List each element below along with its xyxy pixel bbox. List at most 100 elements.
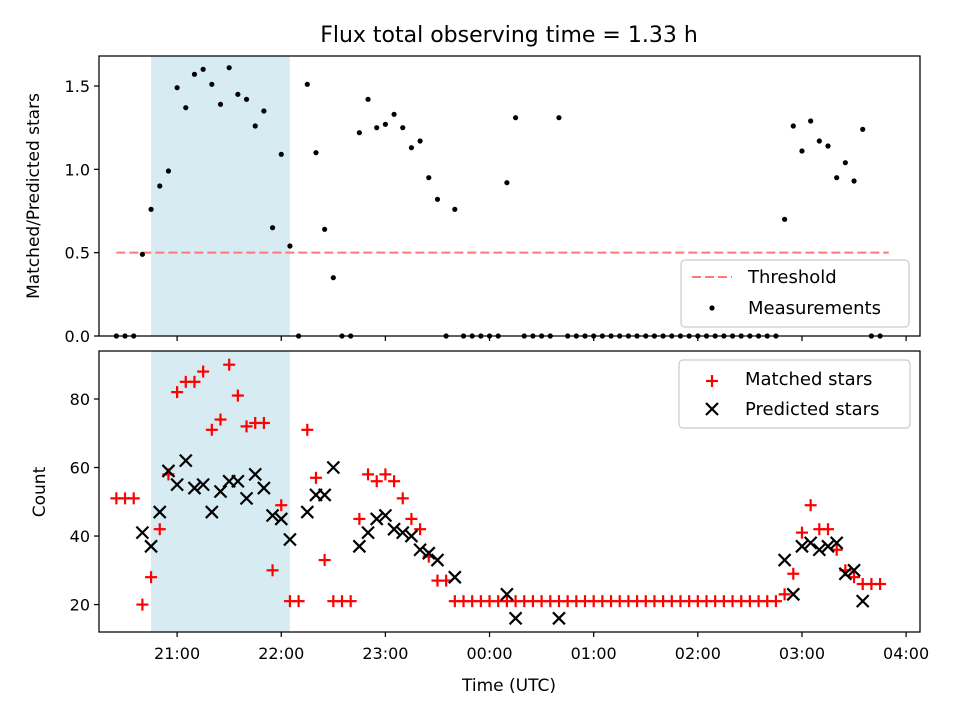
predicted-star-point (786, 587, 801, 602)
matched-star-point (266, 564, 279, 577)
measurement-point (226, 65, 232, 71)
measurement-point (556, 115, 562, 121)
matched-star-point (188, 375, 201, 388)
matched-star-point (874, 578, 887, 591)
matched-star-point (318, 554, 331, 567)
predicted-star-point (378, 508, 393, 523)
matched-star-point (231, 389, 244, 402)
matched-star-point (136, 598, 149, 611)
measurement-point (304, 81, 310, 87)
top-y-tick-label: 1.0 (65, 160, 90, 179)
predicted-star-point (821, 539, 835, 554)
matched-star-point (127, 492, 140, 505)
measurement-point (287, 243, 293, 249)
matched-star-point (344, 595, 357, 608)
measurement-point (426, 175, 432, 181)
top-y-axis-label: Matched/Predicted stars (24, 93, 44, 299)
matched-star-point (171, 386, 184, 399)
legend-predicted-label: Predicted stars (745, 399, 879, 420)
x-tick-label: 22:00 (258, 644, 304, 663)
x-tick-label: 03:00 (779, 644, 825, 663)
matched-star-point (301, 423, 314, 436)
predicted-star-point (508, 611, 523, 626)
matched-star-point (778, 588, 791, 601)
bottom-y-tick-label: 60 (70, 459, 90, 478)
measurement-point (313, 150, 319, 156)
matched-star-point (353, 512, 366, 525)
legend-predicted-swatch (705, 402, 719, 416)
measurement-point (860, 126, 866, 132)
chart-title: Flux total observing time = 1.33 h (320, 23, 698, 48)
measurement-point (200, 66, 206, 72)
measurement-point (417, 138, 423, 144)
bottom-axes-frame (98, 350, 921, 633)
predicted-star-point (231, 474, 245, 488)
predicted-star-point (552, 611, 566, 626)
measurement-point (512, 115, 519, 121)
bottom-y-axis-label: Count (30, 466, 50, 517)
predicted-star-point (283, 532, 297, 547)
predicted-star-point (422, 546, 436, 560)
predicted-star-point (144, 539, 158, 554)
measurement-point (322, 226, 328, 232)
predicted-star-point (352, 539, 367, 554)
predicted-star-point (847, 563, 861, 578)
measurement-point (842, 160, 848, 166)
measurement-point (269, 225, 276, 231)
measurement-point (330, 275, 336, 281)
measurement-point (799, 148, 805, 154)
bottom-y-tick-label: 20 (70, 596, 90, 615)
measurement-point (356, 130, 362, 136)
measurement-point (374, 125, 380, 131)
predicted-star-point (161, 464, 176, 478)
top-y-tick-label: 1.5 (65, 77, 90, 96)
measurement-point (816, 138, 822, 144)
predicted-star-point (812, 542, 827, 557)
measurement-point (825, 143, 831, 149)
legend-matched-label: Matched stars (745, 369, 872, 390)
measurement-point (504, 180, 510, 186)
predicted-star-point (369, 512, 384, 526)
measurement-point (834, 175, 840, 181)
bottom-y-tick-label: 40 (70, 527, 90, 546)
measurement-point (782, 216, 788, 222)
measurement-point (165, 168, 172, 174)
legend-measurements-swatch (709, 305, 715, 311)
measurement-point (808, 118, 814, 124)
top-axes-frame (98, 55, 921, 337)
x-tick-label: 04:00 (883, 644, 929, 663)
bottom-panel: 20 40 60 80 21:00 22:00 23:00 00:00 01:00 02:00 0… (30, 350, 929, 696)
legend-matched-swatch (706, 375, 718, 387)
measurement-point (148, 206, 154, 212)
measurement-point (191, 71, 198, 77)
predicted-star-point (179, 453, 193, 468)
matched-star-point (257, 416, 270, 429)
predicted-star-point (300, 505, 315, 519)
legend-measurements-label: Measurements (748, 298, 881, 319)
predicted-star-point (257, 481, 271, 495)
predicted-star-point (404, 529, 419, 543)
matched-star-point (292, 595, 305, 608)
predicted-star-point (855, 594, 870, 608)
predicted-star-point (135, 525, 150, 540)
measurement-point (382, 121, 388, 127)
top-y-tick-label: 0.5 (65, 244, 90, 263)
matched-star-point (388, 475, 401, 488)
matched-star-point (379, 468, 392, 481)
measurement-point (174, 85, 180, 91)
measurement-point (243, 96, 250, 102)
matched-star-point (205, 423, 218, 436)
matched-star-point (822, 523, 835, 536)
predicted-star-point (500, 587, 514, 602)
measurement-point (400, 125, 406, 131)
predicted-star-point (361, 525, 375, 540)
predicted-star-point (265, 508, 280, 523)
matched-star-point (414, 523, 427, 536)
predicted-star-point (838, 566, 853, 581)
measurement-point (790, 123, 796, 129)
predicted-star-point (152, 505, 167, 519)
x-tick-label: 21:00 (154, 644, 200, 663)
measurement-point (183, 105, 189, 111)
measurement-point (408, 145, 415, 151)
x-axis-label: Time (UTC) (461, 676, 556, 696)
